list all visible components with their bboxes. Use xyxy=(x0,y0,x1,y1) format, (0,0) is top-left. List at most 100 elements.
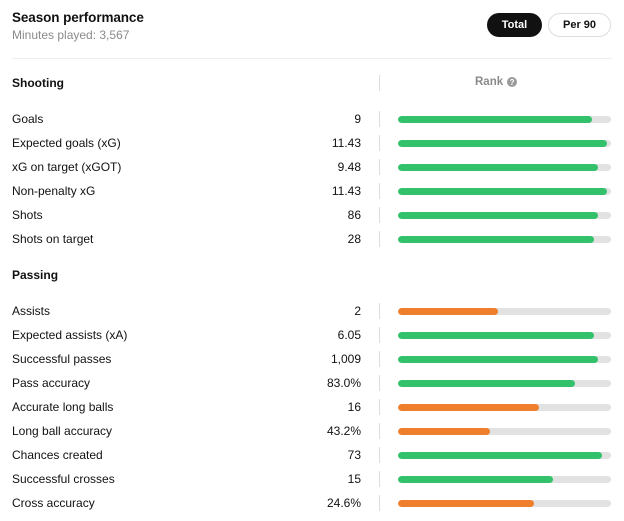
row-divider xyxy=(379,351,380,367)
season-performance-header: Season performance Minutes played: 3,567… xyxy=(12,8,612,48)
rank-bar-fill xyxy=(398,428,490,435)
stat-row: Successful crosses 15 xyxy=(0,469,624,489)
rank-bar-fill xyxy=(398,212,599,219)
rank-bar-fill xyxy=(398,164,599,171)
stat-row: Non-penalty xG 11.43 xyxy=(0,181,624,201)
rank-bar-fill xyxy=(398,332,594,339)
stat-label: Shots on target xyxy=(12,232,94,246)
rank-bar-fill xyxy=(398,404,539,411)
stat-label: Expected assists (xA) xyxy=(12,328,128,342)
row-divider xyxy=(379,135,380,151)
section-title-passing: Passing xyxy=(12,268,59,282)
stat-row: Pass accuracy 83.0% xyxy=(0,373,624,393)
stat-value: 28 xyxy=(347,232,361,246)
stat-value: 6.05 xyxy=(337,328,361,342)
rank-bar-track xyxy=(398,356,611,363)
row-divider xyxy=(379,471,380,487)
stat-label: Cross accuracy xyxy=(12,496,95,510)
rank-bar-track xyxy=(398,236,611,243)
stat-row: Long ball accuracy 43.2% xyxy=(0,421,624,441)
rank-bar-track xyxy=(398,188,611,195)
rank-bar-track xyxy=(398,116,611,123)
stat-value: 1,009 xyxy=(330,352,361,366)
stat-value: 16 xyxy=(347,400,361,414)
stat-label: Accurate long balls xyxy=(12,400,114,414)
stat-label: Long ball accuracy xyxy=(12,424,113,438)
stat-label: Non-penalty xG xyxy=(12,184,96,198)
stat-label: Successful passes xyxy=(12,352,112,366)
stat-value: 83.0% xyxy=(326,376,361,390)
rank-bar-fill xyxy=(398,476,554,483)
rank-bar-fill xyxy=(398,380,575,387)
row-divider xyxy=(379,231,380,247)
rank-bar-fill xyxy=(398,140,607,147)
row-divider xyxy=(379,399,380,415)
rank-bar-fill xyxy=(398,500,535,507)
row-divider xyxy=(379,303,380,319)
row-divider xyxy=(379,159,380,175)
stat-label: Goals xyxy=(12,112,44,126)
stat-label: Successful crosses xyxy=(12,472,115,486)
section-title-shooting: Shooting xyxy=(12,76,64,90)
total-toggle-button[interactable]: Total xyxy=(487,13,542,37)
row-divider xyxy=(379,183,380,199)
help-icon[interactable]: ? xyxy=(507,77,518,87)
stat-label: Pass accuracy xyxy=(12,376,91,390)
row-divider xyxy=(379,423,380,439)
minutes-played: Minutes played: 3,567 xyxy=(12,28,130,42)
stat-value: 15 xyxy=(347,472,361,486)
per90-toggle-button[interactable]: Per 90 xyxy=(548,13,611,37)
stat-row: Goals 9 xyxy=(0,109,624,129)
rank-bar-track xyxy=(398,452,611,459)
stat-value: 2 xyxy=(354,304,361,318)
stat-label: Shots xyxy=(12,208,43,222)
stat-label: Assists xyxy=(12,304,51,318)
stat-value: 9 xyxy=(354,112,361,126)
rank-bar-track xyxy=(398,500,611,507)
stat-row: Accurate long balls 16 xyxy=(0,397,624,417)
rank-label: Rank xyxy=(475,76,504,88)
stat-row: Chances created 73 xyxy=(0,445,624,465)
row-divider xyxy=(379,495,380,511)
stat-row: Successful passes 1,009 xyxy=(0,349,624,369)
rank-bar-track xyxy=(398,428,611,435)
stat-value: 11.43 xyxy=(331,136,361,150)
stat-value: 11.43 xyxy=(331,184,361,198)
stat-value: 73 xyxy=(347,448,361,462)
rank-bar-track xyxy=(398,164,611,171)
rank-bar-track xyxy=(398,380,611,387)
rank-bar-track xyxy=(398,308,611,315)
rank-bar-fill xyxy=(398,116,592,123)
row-divider xyxy=(379,375,380,391)
stat-row: Expected goals (xG) 11.43 xyxy=(0,133,624,153)
rank-column-header: Rank ? xyxy=(475,76,518,88)
rank-bar-track xyxy=(398,332,611,339)
stat-row: Cross accuracy 24.6% xyxy=(0,493,624,513)
stat-row: xG on target (xGOT) 9.48 xyxy=(0,157,624,177)
rank-bar-track xyxy=(398,212,611,219)
rank-bar-track xyxy=(398,404,611,411)
rank-bar-fill xyxy=(398,236,594,243)
row-divider xyxy=(379,207,380,223)
stat-row: Assists 2 xyxy=(0,301,624,321)
column-divider xyxy=(379,75,380,91)
rank-bar-fill xyxy=(398,356,599,363)
stat-label: Chances created xyxy=(12,448,103,462)
row-divider xyxy=(379,447,380,463)
stat-row: Expected assists (xA) 6.05 xyxy=(0,325,624,345)
rank-bar-track xyxy=(398,476,611,483)
row-divider xyxy=(379,111,380,127)
rank-bar-track xyxy=(398,140,611,147)
stat-label: Expected goals (xG) xyxy=(12,136,121,150)
page-title: Season performance xyxy=(12,10,144,25)
stat-label: xG on target (xGOT) xyxy=(12,160,122,174)
stat-row: Shots 86 xyxy=(0,205,624,225)
stat-value: 24.6% xyxy=(326,496,361,510)
rank-bar-fill xyxy=(398,188,607,195)
stat-row: Shots on target 28 xyxy=(0,229,624,249)
row-divider xyxy=(379,327,380,343)
stat-value: 9.48 xyxy=(337,160,361,174)
rank-bar-fill xyxy=(398,452,603,459)
header-divider xyxy=(12,58,612,59)
stat-value: 86 xyxy=(347,208,361,222)
